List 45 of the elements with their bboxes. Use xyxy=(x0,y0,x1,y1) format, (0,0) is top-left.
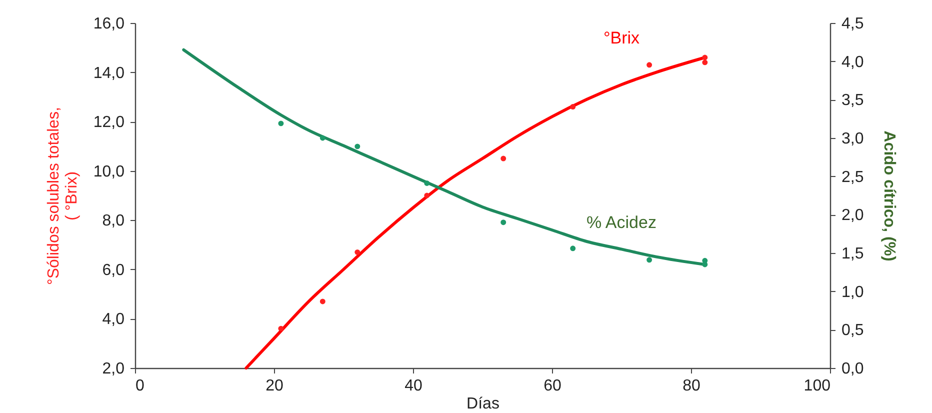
y2-tick-label: 2,0 xyxy=(842,207,864,224)
y-tick-label: 2,0 xyxy=(102,360,125,378)
point xyxy=(500,220,506,226)
x-axis-title: Días xyxy=(466,396,500,412)
y-tick-label: 16,0 xyxy=(93,16,125,32)
y-tick-label: 14,0 xyxy=(93,64,125,82)
y2-tick-label: 0,0 xyxy=(842,360,864,378)
y2-tick-label: 4,5 xyxy=(842,16,864,32)
point xyxy=(424,180,430,186)
point xyxy=(500,156,506,162)
point xyxy=(354,249,360,255)
y-tick-label: 10,0 xyxy=(93,163,125,180)
x-tick-label: 80 xyxy=(682,378,700,394)
y2-tick-label: 3,5 xyxy=(842,92,864,110)
point xyxy=(354,144,360,150)
y-tick-label: 4,0 xyxy=(102,311,125,328)
x-tick-label: 20 xyxy=(266,378,284,394)
point xyxy=(278,120,284,126)
y-tick-label: 8,0 xyxy=(102,212,125,230)
point xyxy=(424,192,430,198)
point xyxy=(702,54,708,60)
point xyxy=(646,257,652,263)
x-tick-label: 0 xyxy=(136,378,144,394)
y2-tick-label: 0,5 xyxy=(842,322,864,340)
point xyxy=(646,62,652,68)
x-tick-label: 100 xyxy=(804,378,831,394)
point xyxy=(702,60,708,66)
y-tick-label: 6,0 xyxy=(102,262,125,279)
point xyxy=(320,135,326,141)
y2-tick-label: 2,5 xyxy=(842,168,864,186)
y2-tick-label: 4,0 xyxy=(842,54,864,71)
y-tick-label: 12,0 xyxy=(93,114,125,132)
y2-tick-label: 1,0 xyxy=(842,284,864,301)
y2-axis-title: Acido cítrico, (%) xyxy=(880,130,898,262)
series-label: °Brix xyxy=(603,28,640,48)
y2-tick-label: 1,5 xyxy=(842,246,864,262)
point xyxy=(278,326,284,332)
x-tick-label: 40 xyxy=(404,378,422,394)
x-tick-label: 60 xyxy=(544,378,562,394)
series-label: % Acidez xyxy=(586,213,656,232)
point xyxy=(570,246,576,252)
y2-tick-label: 3,0 xyxy=(842,130,864,148)
y-axis-title: °Sólidos solubles totales, ( °Brix) xyxy=(45,106,80,286)
point xyxy=(570,104,576,110)
point xyxy=(320,298,326,304)
